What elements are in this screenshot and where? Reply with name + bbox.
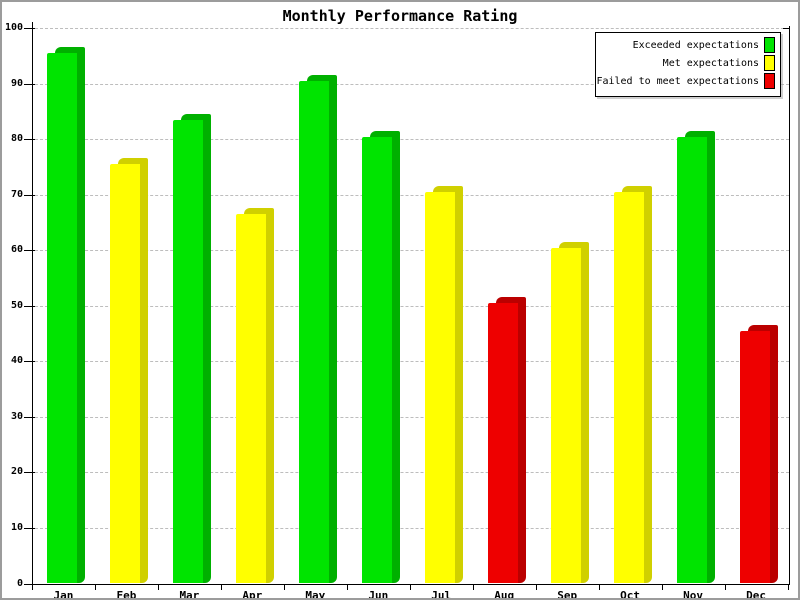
legend-item-yellow: Met expectations	[596, 54, 780, 72]
legend-label: Met expectations	[662, 57, 759, 69]
y-axis-line	[31, 22, 33, 585]
bar-mar	[172, 119, 203, 584]
gridline-10	[34, 527, 789, 529]
x-tick-label-dec: Dec	[746, 588, 766, 600]
gridline-20	[34, 472, 789, 474]
bar-aug	[487, 303, 518, 584]
x-tick-label-jan: Jan	[53, 588, 74, 600]
chart-title: Monthly Performance Rating	[282, 7, 518, 25]
x-tick-label-may: May	[305, 588, 326, 600]
legend-swatch-red	[764, 73, 775, 89]
legend-label: Failed to meet expectations	[596, 75, 759, 87]
category-tick-6	[409, 584, 411, 590]
gridline-30	[34, 416, 789, 418]
category-tick-12	[787, 584, 789, 590]
plot-right-border	[788, 26, 790, 585]
bar-jun	[361, 136, 392, 584]
legend-item-red: Failed to meet expectations	[596, 72, 780, 90]
y-tick-label-80: 80	[10, 133, 23, 145]
y-tick-label-50: 50	[10, 299, 23, 311]
x-tick-label-jun: Jun	[368, 588, 389, 600]
gridline-60	[34, 250, 789, 252]
gridline-100	[34, 28, 789, 30]
x-tick-label-apr: Apr	[242, 588, 263, 600]
y-tick-50	[24, 305, 35, 307]
y-tick-label-0: 0	[16, 577, 23, 589]
y-tick-label-60: 60	[10, 244, 23, 256]
gridline-80	[34, 139, 789, 141]
category-tick-11	[724, 584, 726, 590]
bar-may	[298, 81, 329, 584]
bar-apr	[235, 214, 266, 584]
x-axis-line	[31, 583, 790, 585]
category-tick-2	[157, 584, 159, 590]
bar-nov	[676, 136, 707, 584]
y-tick-90	[24, 83, 35, 85]
x-tick-label-oct: Oct	[620, 588, 641, 600]
y-tick-70	[24, 194, 35, 196]
gridline-40	[34, 361, 789, 363]
y-tick-label-20: 20	[10, 466, 23, 478]
bar-sep	[550, 247, 581, 584]
legend-swatch-yellow	[764, 55, 775, 71]
x-tick-label-nov: Nov	[683, 588, 703, 600]
bar-feb	[109, 164, 140, 584]
bar-oct	[613, 192, 644, 584]
category-tick-5	[346, 584, 348, 590]
y-tick-20	[24, 472, 35, 474]
y-tick-label-10: 10	[10, 521, 23, 533]
x-tick-label-sep: Sep	[557, 588, 578, 600]
category-tick-9	[598, 584, 600, 590]
gridline-70	[34, 194, 789, 196]
category-tick-1	[94, 584, 96, 590]
legend-label: Exceeded expectations	[632, 39, 759, 51]
legend-swatch-green	[764, 37, 775, 53]
y-tick-30	[24, 416, 35, 418]
y-tick-100	[24, 28, 35, 30]
y-tick-label-30: 30	[10, 410, 23, 422]
category-tick-0	[32, 584, 33, 590]
bar-jul	[424, 192, 455, 584]
x-tick-label-mar: Mar	[179, 588, 200, 600]
x-tick-label-feb: Feb	[116, 588, 137, 600]
category-tick-3	[220, 584, 222, 590]
x-tick-label-jul: Jul	[431, 588, 452, 600]
y-tick-40	[24, 361, 35, 363]
y-tick-60	[24, 250, 35, 252]
y-tick-label-70: 70	[10, 188, 23, 200]
gridline-50	[34, 305, 789, 307]
y-tick-label-100: 100	[4, 22, 23, 34]
legend: Exceeded expectations Met expectations Fai…	[595, 32, 781, 97]
gridline-90	[34, 83, 789, 85]
category-tick-10	[661, 584, 663, 590]
legend-item-green: Exceeded expectations	[596, 36, 780, 54]
y-tick-label-90: 90	[10, 77, 23, 89]
category-tick-4	[283, 584, 285, 590]
category-tick-7	[472, 584, 474, 590]
y-tick-80	[24, 139, 35, 141]
right-border-top-tick	[782, 28, 789, 30]
category-tick-8	[535, 584, 537, 590]
y-tick-label-40: 40	[10, 355, 23, 367]
y-tick-10	[24, 527, 35, 529]
bar-jan	[47, 53, 77, 584]
bar-dec	[739, 330, 770, 584]
x-tick-label-aug: Aug	[494, 588, 515, 600]
y-tick-0	[24, 583, 35, 585]
